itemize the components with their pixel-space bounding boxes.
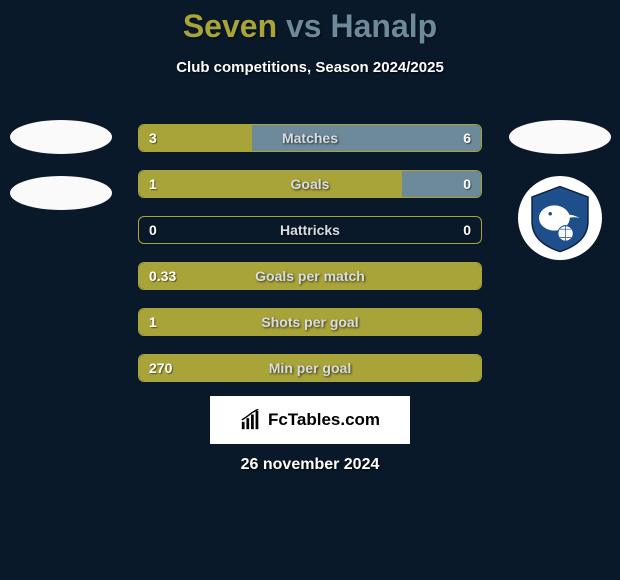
chart-icon <box>240 409 262 431</box>
stat-row: 36Matches <box>138 124 482 152</box>
date-label: 26 november 2024 <box>0 456 620 474</box>
player1-name: Seven <box>183 8 277 44</box>
stat-row: 00Hattricks <box>138 216 482 244</box>
player2-name: Hanalp <box>330 8 437 44</box>
stat-label: Shots per goal <box>139 314 481 330</box>
watermark-text: FcTables.com <box>268 410 380 430</box>
player2-club-logo <box>518 176 602 260</box>
stat-label: Goals per match <box>139 268 481 284</box>
vs-label: vs <box>286 8 322 44</box>
player2-avatar-col <box>507 120 612 260</box>
player1-avatar-placeholder <box>10 120 112 154</box>
stat-row: 1Shots per goal <box>138 308 482 336</box>
stat-label: Matches <box>139 130 481 146</box>
player1-avatar-col <box>8 120 113 260</box>
erzurumspor-shield-icon <box>525 183 595 253</box>
player2-avatar-placeholder <box>509 120 611 154</box>
subtitle: Club competitions, Season 2024/2025 <box>0 59 620 76</box>
stat-label: Goals <box>139 176 481 192</box>
stat-label: Hattricks <box>139 222 481 238</box>
watermark: FcTables.com <box>210 396 410 444</box>
comparison-title: Seven vs Hanalp <box>0 0 620 45</box>
stat-row: 0.33Goals per match <box>138 262 482 290</box>
player1-club-placeholder <box>10 176 112 210</box>
stats-list: 36Matches 10Goals 00Hattricks 0.33Goals per… <box>138 124 482 382</box>
stat-row: 270Min per goal <box>138 354 482 382</box>
stat-label: Min per goal <box>139 360 481 376</box>
stat-row: 10Goals <box>138 170 482 198</box>
